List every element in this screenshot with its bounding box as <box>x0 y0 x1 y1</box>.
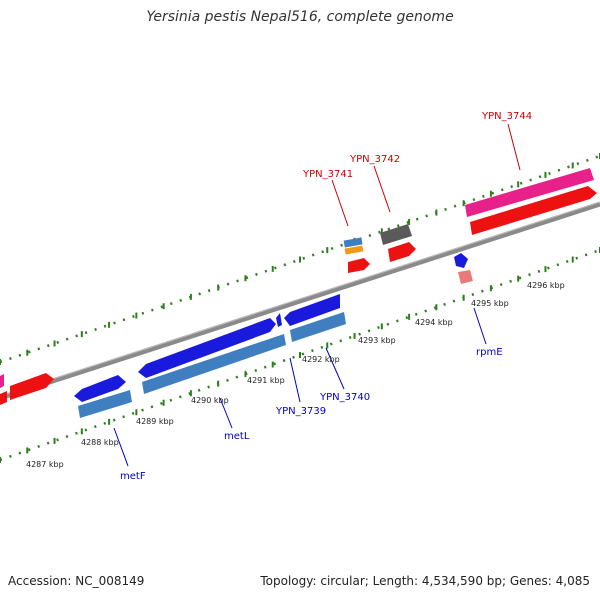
gene-label-YPN_3739[interactable]: YPN_3739 <box>275 406 326 417</box>
leader-metL <box>219 397 233 429</box>
gene-label-YPN_3742[interactable]: YPN_3742 <box>349 154 400 165</box>
leader-YPN_3744 <box>507 123 521 171</box>
label-leader-lines <box>113 123 521 467</box>
scale-label-4288: 4288 kbp <box>81 438 119 447</box>
scale-label-4296: 4296 kbp <box>527 281 565 290</box>
leader-YPN_3740 <box>325 347 345 390</box>
leader-YPN_3741 <box>331 179 349 227</box>
gene-feature-YPN_3744-pink[interactable] <box>465 168 594 217</box>
gene-label-YPN_3740[interactable]: YPN_3740 <box>319 392 370 403</box>
scale-label-4290: 4290 kbp <box>191 396 229 405</box>
gene-features <box>0 168 597 418</box>
scale-label-4295: 4295 kbp <box>471 299 509 308</box>
gene-feature-pink-left[interactable] <box>0 374 4 388</box>
gene-label-metL[interactable]: metL <box>224 431 250 442</box>
gene-label-YPN_3741[interactable]: YPN_3741 <box>302 169 353 180</box>
gene-feature-red-left-2[interactable] <box>10 373 54 400</box>
gene-label-metF[interactable]: metF <box>120 471 146 482</box>
gene-feature-YPN_3744-red[interactable] <box>470 186 597 235</box>
gene-feature-YPN_3741-red[interactable] <box>348 258 370 273</box>
gene-label-rpmE[interactable]: rpmE <box>476 347 503 358</box>
leader-YPN_3739 <box>289 357 301 403</box>
gene-feature-YPN_3741-orange[interactable] <box>344 245 364 255</box>
leader-YPN_3742 <box>373 165 391 213</box>
gene-feature-steelblue-3[interactable] <box>290 312 346 342</box>
genome-backbone-highlight <box>0 201 600 397</box>
gene-feature-YPN_3739[interactable] <box>276 313 282 327</box>
scale-label-4293: 4293 kbp <box>358 336 396 345</box>
scale-label-4292: 4292 kbp <box>302 355 340 364</box>
gene-feature-rpmE-salmon[interactable] <box>458 270 473 284</box>
gene-feature-rpmE-blue[interactable] <box>454 253 468 268</box>
leader-rpmE <box>473 307 487 345</box>
scale-labels: 4287 kbp 4288 kbp 4289 kbp 4290 kbp 4291… <box>26 281 565 469</box>
gene-feature-red-left-1[interactable] <box>0 391 7 405</box>
gene-feature-YPN_3742-red[interactable] <box>388 242 416 262</box>
gene-feature-YPN_3740[interactable] <box>284 294 340 326</box>
gene-feature-YPN_3741-blue[interactable] <box>343 237 363 248</box>
gene-feature-metL[interactable] <box>138 318 276 378</box>
scale-label-4287: 4287 kbp <box>26 460 64 469</box>
gene-feature-steelblue-1[interactable] <box>78 390 132 418</box>
scale-label-4289: 4289 kbp <box>136 417 174 426</box>
scale-label-4294: 4294 kbp <box>415 318 453 327</box>
gene-feature-steelblue-2[interactable] <box>142 334 286 394</box>
genome-backbone <box>0 201 600 401</box>
accession-text: Accession: NC_008149 <box>8 574 145 588</box>
gene-feature-metF[interactable] <box>74 375 126 402</box>
map-title: Yersinia pestis Nepal516, complete genom… <box>146 9 454 25</box>
scale-label-4291: 4291 kbp <box>247 376 285 385</box>
gene-label-YPN_3744[interactable]: YPN_3744 <box>481 111 532 122</box>
leader-metF <box>113 427 129 467</box>
genome-summary-text: Topology: circular; Length: 4,534,590 bp… <box>260 574 590 588</box>
gene-labels: metF metL YPN_3739 YPN_3740 rpmE YPN_374… <box>120 111 532 482</box>
gene-feature-YPN_3742-grey[interactable] <box>380 224 412 245</box>
